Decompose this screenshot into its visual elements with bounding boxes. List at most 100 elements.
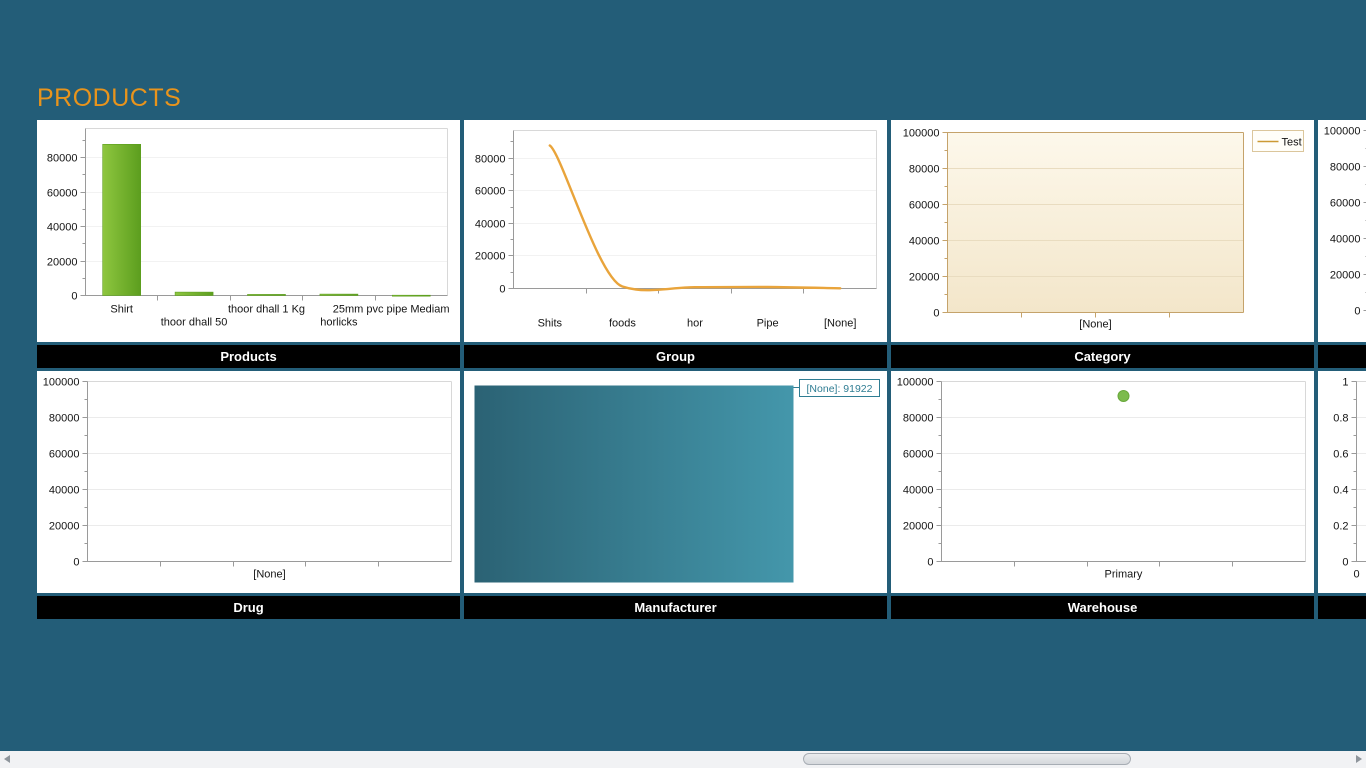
panel-title-manufacturer: Manufacturer (464, 596, 887, 619)
drug-chart-svg: 0 20000 40000 60000 80000 100000 [None] (43, 377, 452, 581)
chart-panel-4[interactable]: 0 20000 40000 60000 80000 100000 (1318, 120, 1366, 342)
bar-horlicks[interactable] (319, 293, 359, 296)
funnel-value-callout: [None]: 91922 (793, 379, 880, 397)
dashboard-grid: 0 20000 40000 60000 80000 Shirt thoor dhall 50… (37, 120, 1366, 619)
bar-shirt[interactable] (102, 143, 141, 296)
axis-label: 80000 (475, 154, 506, 166)
axis-label: 20000 (903, 521, 934, 533)
axis-label: 0 (927, 557, 933, 569)
dashboard-cell-products: 0 20000 40000 60000 80000 Shirt thoor dhall 50… (37, 120, 460, 368)
panel-title-products: Products (37, 345, 460, 368)
panel-title-panel-4 (1318, 345, 1366, 368)
axis-label: 60000 (47, 188, 78, 200)
axis-label: 0 (1342, 557, 1348, 569)
group-chart-svg: 0 20000 40000 60000 80000 Shits foods hor Pipe [N… (475, 130, 877, 330)
axis-label: Pipe (757, 318, 779, 330)
dashboard-cell-panel-4: 0 20000 40000 60000 80000 100000 (1318, 120, 1366, 368)
chart-panel-8[interactable]: 0 0.2 0.4 0.6 0.8 1 0 (1318, 371, 1366, 593)
axis-label: hor (687, 318, 703, 330)
axis-label: 0.6 (1333, 449, 1348, 461)
bar-25mm-pvc-pipe-mediam[interactable] (391, 294, 431, 297)
axis-label: 80000 (49, 413, 80, 425)
axis-label: 80000 (47, 153, 78, 165)
chart-manufacturer[interactable]: [None]: 91922 (464, 371, 887, 593)
dashboard-cell-drug: 0 20000 40000 60000 80000 100000 [None] Drug (37, 371, 460, 619)
chart-legend: Test (1252, 130, 1304, 152)
axis-label: 0 (1353, 569, 1359, 581)
callout-text: [None]: 91922 (807, 383, 873, 395)
axis-label: 20000 (49, 521, 80, 533)
line-series[interactable] (548, 144, 842, 292)
axis-label: 0.8 (1333, 413, 1348, 425)
axis-label: 20000 (1330, 270, 1361, 282)
horizontal-scrollbar[interactable] (0, 751, 1366, 768)
axis-label: 100000 (903, 128, 940, 140)
dashboard-cell-warehouse: 0 20000 40000 60000 80000 100000 Primary Wareho… (891, 371, 1314, 619)
dashboard-cell-panel-8: 0 0.2 0.4 0.6 0.8 1 0 (1318, 371, 1366, 619)
axis-label: Primary (1105, 569, 1143, 581)
axis-label: 0.4 (1333, 485, 1348, 497)
bar-thoor-dhall-1-kg[interactable] (247, 294, 286, 296)
axis-label: 25mm pvc pipe Mediam (333, 304, 450, 316)
axis-label: 60000 (1330, 198, 1361, 210)
data-point-primary[interactable] (1117, 390, 1130, 402)
panel-title-label: Category (1074, 349, 1131, 364)
panel-title-label: Group (656, 349, 695, 364)
panel-title-label: Manufacturer (634, 600, 717, 615)
axis-label: 40000 (909, 236, 940, 248)
scroll-left-arrow-icon[interactable] (4, 755, 10, 763)
axis-label: 40000 (49, 485, 80, 497)
funnel-segment-none[interactable] (474, 385, 794, 583)
chart-category[interactable]: 0 20000 40000 60000 80000 100000 [None] Test (891, 120, 1314, 342)
panel-8-chart-svg: 0 0.2 0.4 0.6 0.8 1 0 (1333, 377, 1366, 581)
bar-thoor-dhall-50[interactable] (174, 291, 214, 296)
axis-label: 80000 (903, 413, 934, 425)
axis-label: 100000 (897, 377, 934, 389)
dashboard-cell-manufacturer: [None]: 91922 Manufacturer (464, 371, 887, 619)
panel-title-group: Group (464, 345, 887, 368)
axis-label: 20000 (47, 257, 78, 269)
axis-label: 0 (499, 284, 505, 296)
axis-label: Shits (538, 318, 563, 330)
axis-label: 20000 (909, 272, 940, 284)
axis-label: 100000 (1324, 126, 1361, 138)
axis-label: foods (609, 318, 636, 330)
axis-label: 1 (1342, 377, 1348, 389)
chart-products[interactable]: 0 20000 40000 60000 80000 Shirt thoor dhall 50… (37, 120, 460, 342)
axis-label: 100000 (43, 377, 80, 389)
axis-label: horlicks (320, 317, 358, 329)
panel-title-label: Warehouse (1067, 600, 1138, 615)
axis-label: 0 (1354, 306, 1360, 318)
axis-label: thoor dhall 50 (161, 317, 228, 329)
chart-warehouse[interactable]: 0 20000 40000 60000 80000 100000 Primary (891, 371, 1314, 593)
axis-label: 0 (73, 557, 79, 569)
axis-label: 60000 (475, 186, 506, 198)
scroll-right-arrow-icon[interactable] (1356, 755, 1362, 763)
axis-label: 60000 (909, 200, 940, 212)
axis-label: 60000 (903, 449, 934, 461)
dashboard-viewport: 0 20000 40000 60000 80000 Shirt thoor dhall 50… (37, 120, 1366, 620)
panel-title-panel-8 (1318, 596, 1366, 619)
chart-drug[interactable]: 0 20000 40000 60000 80000 100000 [None] (37, 371, 460, 593)
axis-label: [None] (253, 569, 285, 581)
axis-label: 40000 (47, 222, 78, 234)
chart-group[interactable]: 0 20000 40000 60000 80000 Shits foods hor Pipe [N… (464, 120, 887, 342)
dashboard-cell-category: 0 20000 40000 60000 80000 100000 [None] Test Cat… (891, 120, 1314, 368)
axis-label: 60000 (49, 449, 80, 461)
panel-title-category: Category (891, 345, 1314, 368)
axis-label: [None] (824, 318, 856, 330)
scrollbar-thumb[interactable] (803, 753, 1131, 765)
axis-label: 0.2 (1333, 521, 1348, 533)
axis-label: 80000 (1330, 162, 1361, 174)
axis-label: thoor dhall 1 Kg (228, 304, 305, 316)
axis-label: 40000 (1330, 234, 1361, 246)
legend-label-test: Test (1282, 137, 1302, 149)
axis-label: 0 (933, 308, 939, 320)
axis-label: 40000 (903, 485, 934, 497)
axis-label: Shirt (110, 304, 133, 316)
axis-label: 40000 (475, 219, 506, 231)
manufacturer-chart-svg: [None]: 91922 (474, 379, 880, 583)
panel-title-label: Drug (233, 600, 264, 615)
dashboard-cell-group: 0 20000 40000 60000 80000 Shits foods hor Pipe [N… (464, 120, 887, 368)
